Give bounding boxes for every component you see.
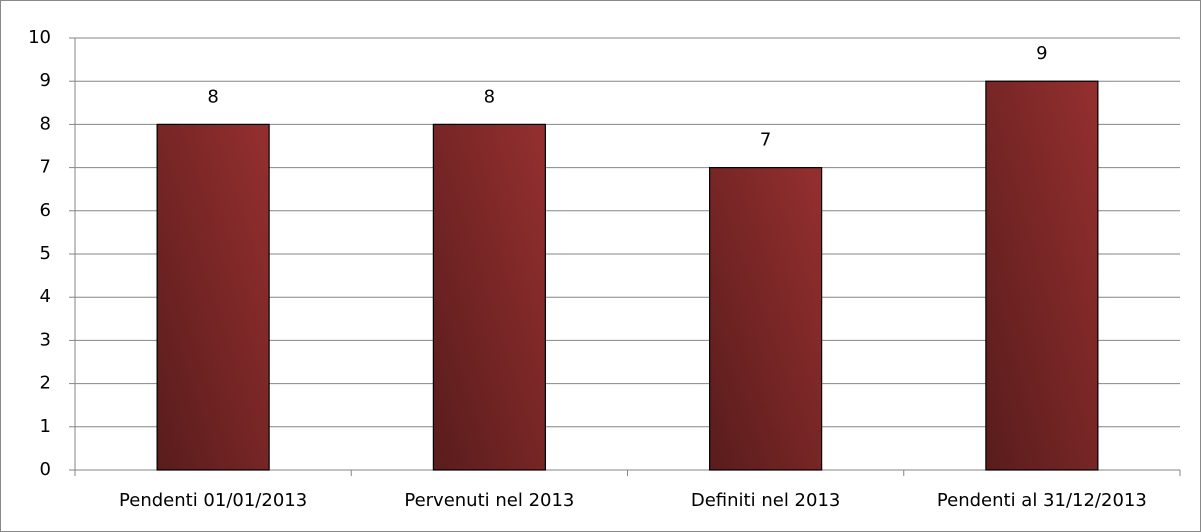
y-tick-label: 7	[40, 157, 51, 178]
x-tick-label: Pendenti al 31/12/2013	[937, 490, 1147, 511]
data-label: 9	[1036, 43, 1047, 64]
y-tick-label: 2	[40, 373, 51, 394]
data-label: 8	[484, 86, 495, 107]
y-tick-label: 10	[28, 27, 51, 48]
y-tick-label: 5	[40, 243, 51, 264]
y-tick-label: 9	[40, 70, 51, 91]
y-tick-label: 6	[40, 200, 51, 221]
x-tick-label: Pervenuti nel 2013	[404, 490, 574, 511]
bar	[985, 80, 1099, 471]
x-tick-label: Pendenti 01/01/2013	[119, 490, 307, 511]
x-tick-label: Definiti nel 2013	[691, 490, 840, 511]
data-label: 7	[760, 130, 771, 151]
bar	[709, 167, 823, 471]
bar	[432, 123, 546, 471]
data-label: 8	[207, 86, 218, 107]
y-tick-label: 3	[40, 329, 51, 350]
bar	[156, 123, 270, 471]
y-tick-label: 4	[40, 286, 51, 307]
y-tick-label: 8	[40, 113, 51, 134]
y-tick-label: 0	[40, 459, 51, 480]
y-tick-label: 1	[40, 416, 51, 437]
